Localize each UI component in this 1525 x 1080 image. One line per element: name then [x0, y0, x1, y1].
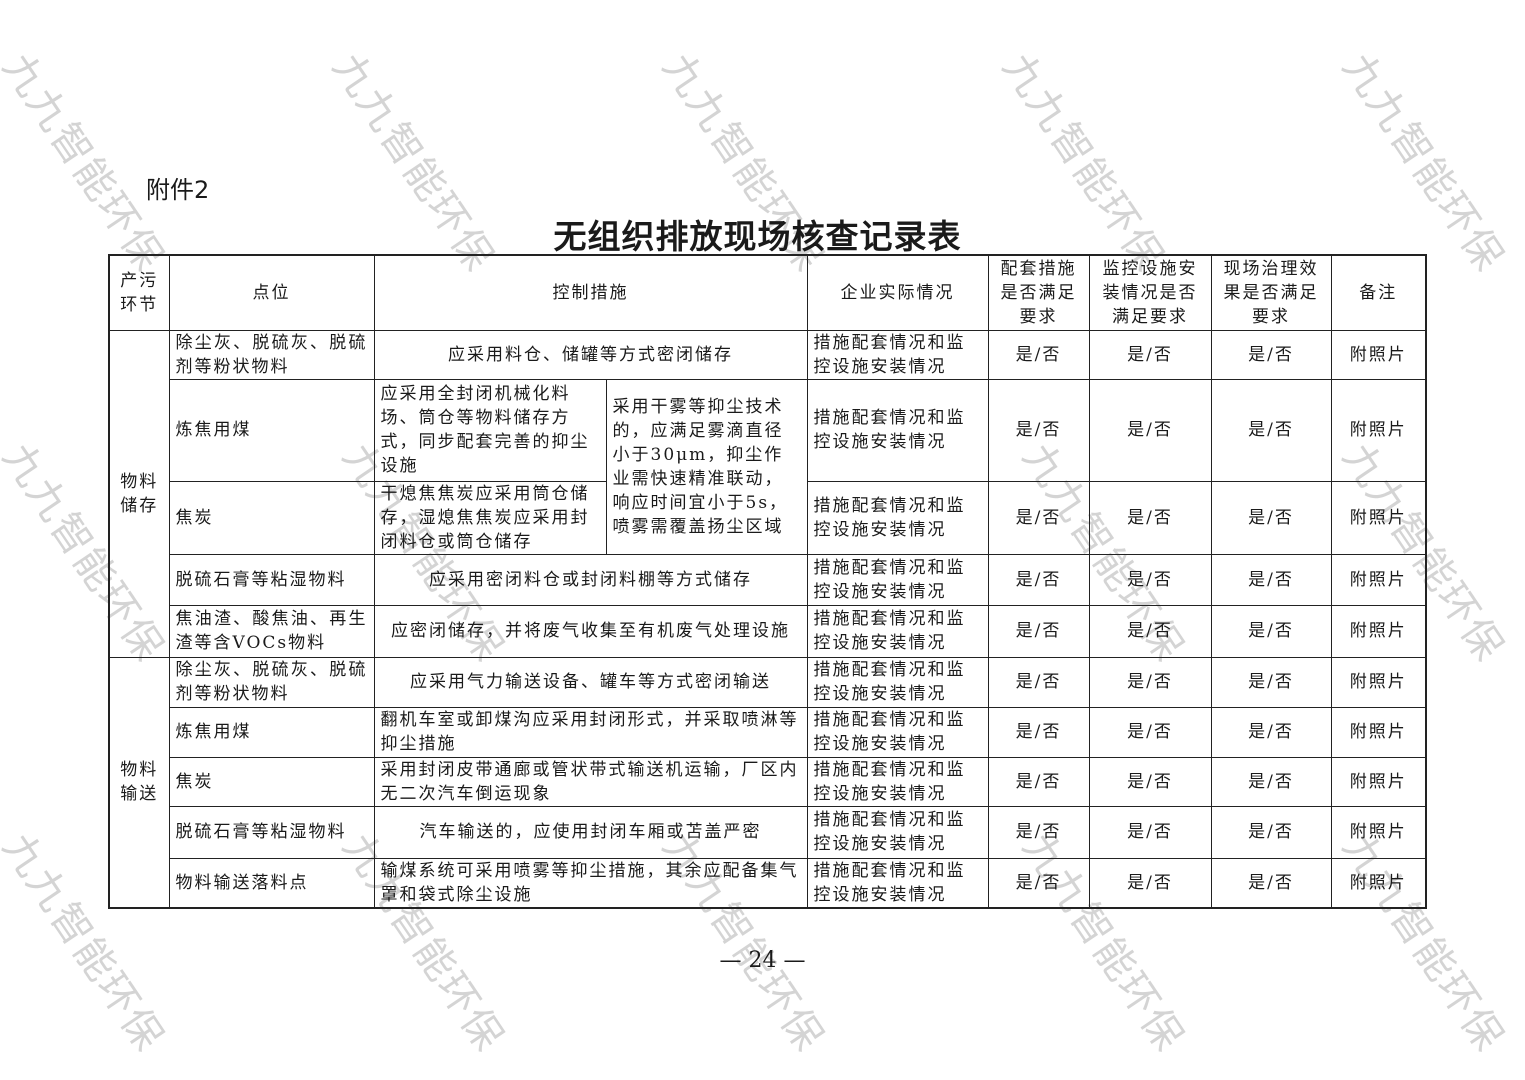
actual-situation-cell: 措施配套情况和监控设施安装情况 — [806, 553, 989, 606]
column-header: 现场治理效果是否满足要求 — [1210, 254, 1332, 331]
measure-cell: 汽车输送的，应使用封闭车厢或苫盖严密 — [373, 805, 808, 859]
point-cell: 脱硫石膏等粘湿物料 — [168, 805, 375, 859]
point-cell: 焦炭 — [168, 756, 375, 807]
shared-measure-cell: 采用干雾等抑尘技术的，应满足雾滴直径小于30μm，抑尘作业需快速精准联动，响应时… — [605, 378, 808, 555]
actual-situation-cell: 措施配套情况和监控设施安装情况 — [806, 756, 989, 807]
measure-cell: 应采用密闭料仓或封闭料棚等方式储存 — [373, 553, 808, 606]
note-cell: 附照片 — [1330, 756, 1427, 807]
table-row: 焦炭 采用封闭皮带通廊或管状带式输送机运输，厂区内无二次汽车倒运现象 措施配套情况和… — [109, 756, 1427, 807]
stage-cell: 物料输送 — [108, 656, 170, 909]
effect-compliance-cell: 是/否 — [1210, 706, 1332, 758]
note-cell: 附照片 — [1330, 604, 1427, 658]
measure-cell: 应采用全封闭机械化料场、筒仓等物料储存方式，同步配套完善的抑尘设施 — [373, 378, 607, 482]
table-row: 物料输送落料点 输煤系统可采用喷雾等抑尘措施，其余应配备集气罩和袋式除尘设施 措施配… — [109, 857, 1427, 909]
point-cell: 炼焦用煤 — [168, 706, 375, 758]
note-cell: 附照片 — [1330, 553, 1427, 606]
note-cell: 附照片 — [1330, 805, 1427, 859]
table-row: 焦炭 干熄焦焦炭应采用筒仓储存，湿熄焦焦炭应采用封闭料仓或筒仓储存 措施配套情况和监… — [109, 480, 1427, 555]
effect-compliance-cell: 是/否 — [1210, 857, 1332, 909]
effect-compliance-cell: 是/否 — [1210, 480, 1332, 555]
attachment-label: 附件2 — [146, 176, 210, 204]
monitoring-compliance-cell: 是/否 — [1088, 656, 1212, 708]
measure-cell: 应密闭储存，并将废气收集至有机废气处理设施 — [373, 604, 808, 658]
actual-situation-cell: 措施配套情况和监控设施安装情况 — [806, 378, 989, 482]
actual-situation-cell: 措施配套情况和监控设施安装情况 — [806, 329, 989, 380]
stage-cell: 物料储存 — [108, 329, 170, 658]
table-row: 物料输送 除尘灰、脱硫灰、脱硫剂等粉状物料 应采用气力输送设备、罐车等方式密闭输送措… — [108, 656, 1427, 909]
measure-cell: 应采用料仓、储罐等方式密闭储存 — [373, 329, 808, 380]
note-cell: 附照片 — [1330, 480, 1427, 555]
actual-situation-cell: 措施配套情况和监控设施安装情况 — [806, 857, 989, 909]
actual-situation-cell: 措施配套情况和监控设施安装情况 — [806, 805, 989, 859]
effect-compliance-cell: 是/否 — [1210, 656, 1332, 708]
measure-cell: 输煤系统可采用喷雾等抑尘措施，其余应配备集气罩和袋式除尘设施 — [373, 857, 808, 909]
measures-compliance-cell: 是/否 — [987, 480, 1090, 555]
title-text: 无组织排放现场核查记录表 — [553, 217, 962, 256]
measures-compliance-cell: 是/否 — [987, 656, 1090, 708]
column-header: 备注 — [1330, 254, 1427, 331]
effect-compliance-cell: 是/否 — [1210, 604, 1332, 658]
effect-compliance-cell: 是/否 — [1210, 756, 1332, 807]
actual-situation-cell: 措施配套情况和监控设施安装情况 — [806, 604, 989, 658]
measure-cell: 应采用气力输送设备、罐车等方式密闭输送 — [373, 656, 808, 708]
point-cell: 除尘灰、脱硫灰、脱硫剂等粉状物料 — [168, 656, 375, 708]
point-cell: 除尘灰、脱硫灰、脱硫剂等粉状物料 — [168, 329, 375, 380]
inspection-record-table: 产污环节 点位 控制措施 企业实际情况 配套措施是否满足要求 监控设施安装情况是否满足要求… — [108, 254, 1427, 909]
table-row: 脱硫石膏等粘湿物料 汽车输送的，应使用封闭车厢或苫盖严密 措施配套情况和监控设施安装… — [109, 805, 1427, 859]
measure-cell: 翻机车室或卸煤沟应采用封闭形式，并采取喷淋等抑尘措施 — [373, 706, 808, 758]
monitoring-compliance-cell: 是/否 — [1088, 553, 1212, 606]
column-header: 产污环节 — [108, 254, 170, 331]
monitoring-compliance-cell: 是/否 — [1088, 857, 1212, 909]
column-header: 企业实际情况 — [806, 254, 989, 331]
effect-compliance-cell: 是/否 — [1210, 805, 1332, 859]
actual-situation-cell: 措施配套情况和监控设施安装情况 — [806, 480, 989, 555]
table-row: 炼焦用煤 翻机车室或卸煤沟应采用封闭形式，并采取喷淋等抑尘措施 措施配套情况和监控设… — [109, 706, 1427, 758]
monitoring-compliance-cell: 是/否 — [1088, 805, 1212, 859]
measures-compliance-cell: 是/否 — [987, 553, 1090, 606]
measures-compliance-cell: 是/否 — [987, 756, 1090, 807]
effect-compliance-cell: 是/否 — [1210, 378, 1332, 482]
measures-compliance-cell: 是/否 — [987, 329, 1090, 380]
measure-cell: 采用封闭皮带通廊或管状带式输送机运输，厂区内无二次汽车倒运现象 — [373, 756, 808, 807]
point-cell: 焦炭 — [168, 480, 375, 555]
actual-situation-cell: 措施配套情况和监控设施安装情况 — [806, 706, 989, 758]
table-row: 炼焦用煤 应采用全封闭机械化料场、筒仓等物料储存方式，同步配套完善的抑尘设施 采用干… — [109, 378, 1427, 555]
column-header: 监控设施安装情况是否满足要求 — [1088, 254, 1212, 331]
actual-situation-cell: 措施配套情况和监控设施安装情况 — [806, 656, 989, 708]
column-header: 控制措施 — [373, 254, 808, 331]
measures-compliance-cell: 是/否 — [987, 706, 1090, 758]
measures-compliance-cell: 是/否 — [987, 378, 1090, 482]
page-number: — 24 — — [719, 948, 806, 973]
table-row: 物料储存 除尘灰、脱硫灰、脱硫剂等粉状物料 应采用料仓、储罐等方式密闭储存 措施配套情… — [108, 329, 1427, 658]
column-header: 点位 — [168, 254, 375, 331]
monitoring-compliance-cell: 是/否 — [1088, 378, 1212, 482]
header-row: 产污环节 点位 控制措施 企业实际情况 配套措施是否满足要求 监控设施安装情况是否满足要求… — [108, 254, 1427, 331]
measures-compliance-cell: 是/否 — [987, 805, 1090, 859]
note-cell: 附照片 — [1330, 857, 1427, 909]
table-row: 焦油渣、酸焦油、再生渣等含VOCs物料 应密闭储存，并将废气收集至有机废气处理设施… — [109, 604, 1427, 658]
measure-cell: 干熄焦焦炭应采用筒仓储存，湿熄焦焦炭应采用封闭料仓或筒仓储存 — [373, 480, 607, 555]
note-cell: 附照片 — [1330, 378, 1427, 482]
effect-compliance-cell: 是/否 — [1210, 553, 1332, 606]
monitoring-compliance-cell: 是/否 — [1088, 329, 1212, 380]
table-row: 脱硫石膏等粘湿物料 应采用密闭料仓或封闭料棚等方式储存 措施配套情况和监控设施安装情… — [109, 553, 1427, 606]
note-cell: 附照片 — [1330, 706, 1427, 758]
document-title: 无组织排放现场核查记录表 — [0, 210, 1525, 258]
monitoring-compliance-cell: 是/否 — [1088, 480, 1212, 555]
note-cell: 附照片 — [1330, 656, 1427, 708]
column-header: 配套措施是否满足要求 — [987, 254, 1090, 331]
note-cell: 附照片 — [1330, 329, 1427, 380]
monitoring-compliance-cell: 是/否 — [1088, 604, 1212, 658]
point-cell: 炼焦用煤 — [168, 378, 375, 482]
point-cell: 焦油渣、酸焦油、再生渣等含VOCs物料 — [168, 604, 375, 658]
point-cell: 脱硫石膏等粘湿物料 — [168, 553, 375, 606]
measures-compliance-cell: 是/否 — [987, 857, 1090, 909]
monitoring-compliance-cell: 是/否 — [1088, 756, 1212, 807]
measures-compliance-cell: 是/否 — [987, 604, 1090, 658]
monitoring-compliance-cell: 是/否 — [1088, 706, 1212, 758]
point-cell: 物料输送落料点 — [168, 857, 375, 909]
effect-compliance-cell: 是/否 — [1210, 329, 1332, 380]
